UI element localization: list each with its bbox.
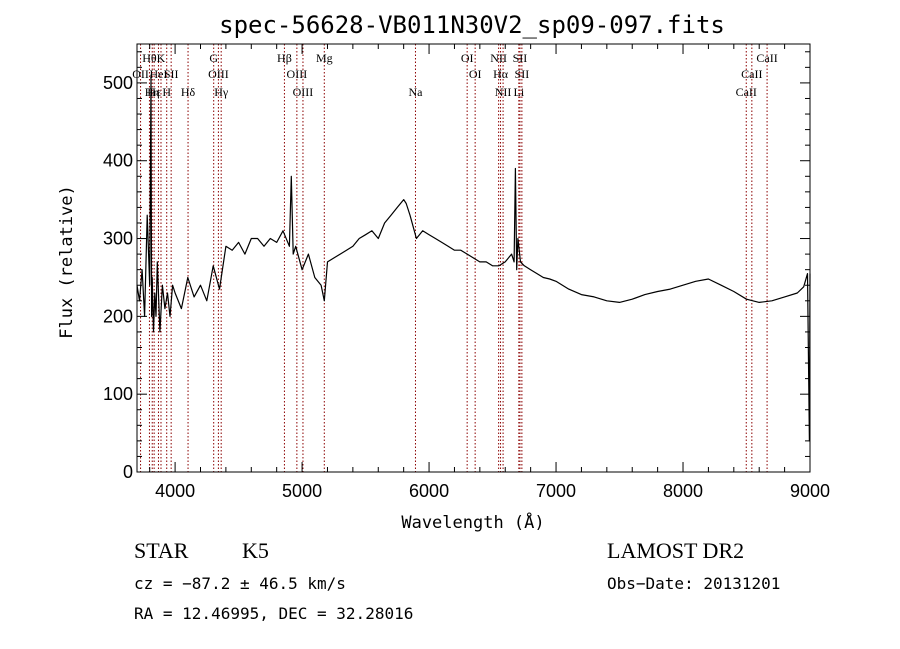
x-tick-label: 8000 [663,481,703,501]
plot-frame [136,43,811,473]
x-tick-label: 7000 [536,481,576,501]
line-label: Hδ [181,85,196,99]
line-label: OIII [293,85,314,99]
y-tick-label: 500 [103,73,133,93]
x-axis-label: Wavelength (Å) [401,511,544,533]
line-label: H [162,85,171,99]
line-label: NII [490,51,507,65]
line-label: OI [461,51,474,65]
object-subclass: K5 [242,538,269,563]
x-axis: 4000 5000 6000 7000 8000 9000 [149,44,830,501]
line-label: NII [495,85,512,99]
y-axis-label: Flux (relative) [57,185,77,339]
line-label: Hγ [214,85,229,99]
line-label: Hβ [277,51,292,65]
object-class: STAR [134,538,189,563]
y-tick-label: 100 [103,384,133,404]
line-label: HeI [149,67,167,81]
y-tick-label: 400 [103,151,133,171]
line-label: OI [469,67,482,81]
redshift-info: cz = −87.2 ± 46.5 km/s [134,574,346,593]
coordinates: RA = 12.46995, DEC = 32.28016 [134,604,413,623]
line-label: Mg [316,51,333,65]
line-label: SII [513,51,528,65]
line-label: K [157,51,166,65]
line-label: SII [515,67,530,81]
x-tick-label: 5000 [282,481,322,501]
spectrum-line [136,74,811,442]
line-label: Li [513,85,524,99]
x-tick-label: 4000 [155,481,195,501]
line-label: G [209,51,218,65]
line-label: Hθ [142,51,157,65]
line-label: OIII [208,67,229,81]
line-label: Hη [145,85,160,99]
y-axis: 0 100 200 300 400 500 [103,51,810,482]
observation-date: Obs−Date: 20131201 [607,574,780,593]
line-label: OIII [287,67,308,81]
y-tick-label: 300 [103,229,133,249]
y-tick-label: 200 [103,306,133,326]
line-label: Hε [147,85,161,99]
line-label: CaII [736,85,757,99]
x-tick-label: 6000 [409,481,449,501]
line-markers [140,44,768,472]
chart-title: spec-56628-VB011N30V2_sp09-097.fits [219,11,725,39]
line-label: SII [164,67,179,81]
line-label: OII [132,67,149,81]
line-labels: OIIHθHηHεHeIKHSIIHδGOIIIHγHβOIIIOIIIMgNa… [132,51,778,99]
survey-name: LAMOST DR2 [607,538,744,563]
line-label: CaII [756,51,777,65]
line-label: Na [408,85,423,99]
line-label: Hα [493,67,509,81]
x-tick-label: 9000 [790,481,830,501]
y-tick-label: 0 [123,462,133,482]
line-label: CaII [741,67,762,81]
